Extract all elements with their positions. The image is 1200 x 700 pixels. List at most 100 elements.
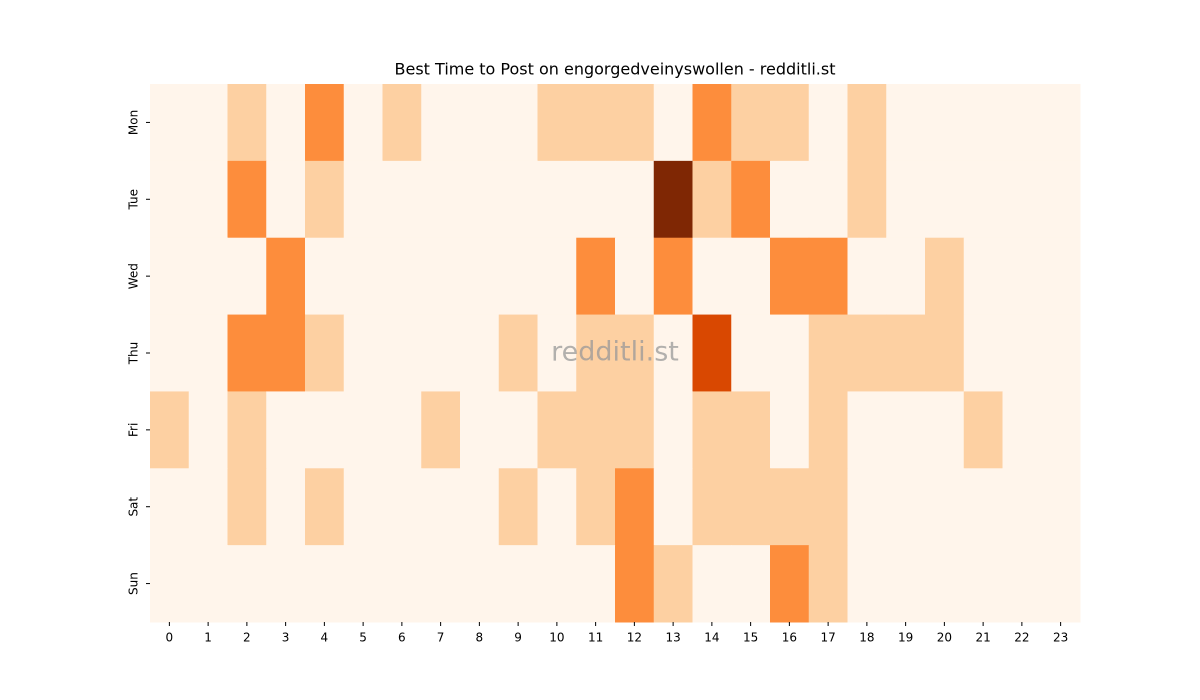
cell bbox=[692, 84, 732, 162]
cell bbox=[963, 160, 1003, 239]
x-tick-label: 16 bbox=[782, 631, 797, 645]
cell bbox=[498, 160, 538, 239]
cell bbox=[537, 314, 577, 392]
cell bbox=[498, 545, 538, 623]
x-tick-label: 15 bbox=[743, 631, 758, 645]
cell bbox=[808, 84, 848, 162]
cell bbox=[886, 237, 926, 316]
cell bbox=[150, 84, 190, 162]
cell bbox=[382, 84, 422, 162]
cell bbox=[188, 84, 228, 162]
cell bbox=[460, 314, 500, 392]
cell bbox=[460, 84, 500, 162]
cell bbox=[382, 160, 422, 239]
cell bbox=[576, 314, 616, 392]
cell bbox=[576, 545, 616, 623]
cell bbox=[266, 468, 306, 546]
cell bbox=[382, 237, 422, 316]
cell bbox=[886, 545, 926, 623]
cell bbox=[305, 545, 345, 623]
cell bbox=[188, 391, 228, 469]
x-tick-label: 5 bbox=[359, 631, 367, 645]
cell bbox=[847, 237, 887, 316]
cell bbox=[498, 391, 538, 469]
cell bbox=[576, 84, 616, 162]
cell bbox=[653, 391, 693, 469]
cell bbox=[421, 84, 461, 162]
cell bbox=[382, 314, 422, 392]
cell bbox=[266, 160, 306, 239]
x-tick-label: 6 bbox=[398, 631, 406, 645]
cell bbox=[188, 468, 228, 546]
cell bbox=[808, 545, 848, 623]
cell bbox=[421, 468, 461, 546]
cell bbox=[150, 468, 190, 546]
cell bbox=[692, 545, 732, 623]
cell bbox=[653, 468, 693, 546]
chart-title: Best Time to Post on engorgedveinyswolle… bbox=[395, 60, 836, 79]
cell bbox=[615, 545, 655, 623]
cell bbox=[576, 391, 616, 469]
cell bbox=[150, 314, 190, 392]
cell bbox=[615, 237, 655, 316]
cell bbox=[266, 84, 306, 162]
cell bbox=[537, 160, 577, 239]
cell bbox=[421, 237, 461, 316]
cell bbox=[731, 237, 771, 316]
cell bbox=[615, 84, 655, 162]
cell bbox=[227, 391, 267, 469]
cell bbox=[343, 468, 383, 546]
cell bbox=[1041, 545, 1081, 623]
cell bbox=[963, 468, 1003, 546]
cell bbox=[1002, 237, 1042, 316]
cell bbox=[1041, 237, 1081, 316]
cell bbox=[847, 314, 887, 392]
cell bbox=[460, 468, 500, 546]
cell bbox=[731, 314, 771, 392]
cell bbox=[343, 314, 383, 392]
cell bbox=[227, 84, 267, 162]
cell bbox=[847, 391, 887, 469]
x-tick-label: 1 bbox=[204, 631, 212, 645]
x-tick-label: 8 bbox=[476, 631, 484, 645]
y-tick-label: Wed bbox=[127, 263, 141, 289]
y-tick-label: Thu bbox=[127, 342, 141, 366]
cell bbox=[1041, 314, 1081, 392]
x-tick-label: 12 bbox=[627, 631, 642, 645]
x-tick-label: 11 bbox=[588, 631, 603, 645]
cell bbox=[770, 314, 810, 392]
cell bbox=[615, 468, 655, 546]
x-tick-label: 14 bbox=[704, 631, 719, 645]
cell bbox=[498, 84, 538, 162]
cell bbox=[343, 391, 383, 469]
cell bbox=[653, 314, 693, 392]
x-tick-label: 19 bbox=[898, 631, 913, 645]
cell bbox=[1002, 391, 1042, 469]
cell bbox=[615, 391, 655, 469]
cell bbox=[227, 314, 267, 392]
x-tick-label: 7 bbox=[437, 631, 445, 645]
cell bbox=[653, 545, 693, 623]
cell bbox=[498, 468, 538, 546]
cell bbox=[925, 84, 965, 162]
cell bbox=[963, 314, 1003, 392]
cell bbox=[305, 468, 345, 546]
x-tick-label: 0 bbox=[166, 631, 174, 645]
cell bbox=[421, 545, 461, 623]
cell bbox=[847, 468, 887, 546]
cells bbox=[150, 84, 1081, 623]
y-tick-label: Mon bbox=[127, 110, 141, 135]
cell bbox=[886, 314, 926, 392]
cell bbox=[770, 545, 810, 623]
cell bbox=[305, 237, 345, 316]
cell bbox=[925, 391, 965, 469]
cell bbox=[537, 545, 577, 623]
x-tick-label: 20 bbox=[937, 631, 952, 645]
cell bbox=[963, 391, 1003, 469]
x-tick-label: 17 bbox=[820, 631, 835, 645]
cell bbox=[382, 391, 422, 469]
cell bbox=[188, 237, 228, 316]
cell bbox=[460, 545, 500, 623]
cell bbox=[266, 314, 306, 392]
